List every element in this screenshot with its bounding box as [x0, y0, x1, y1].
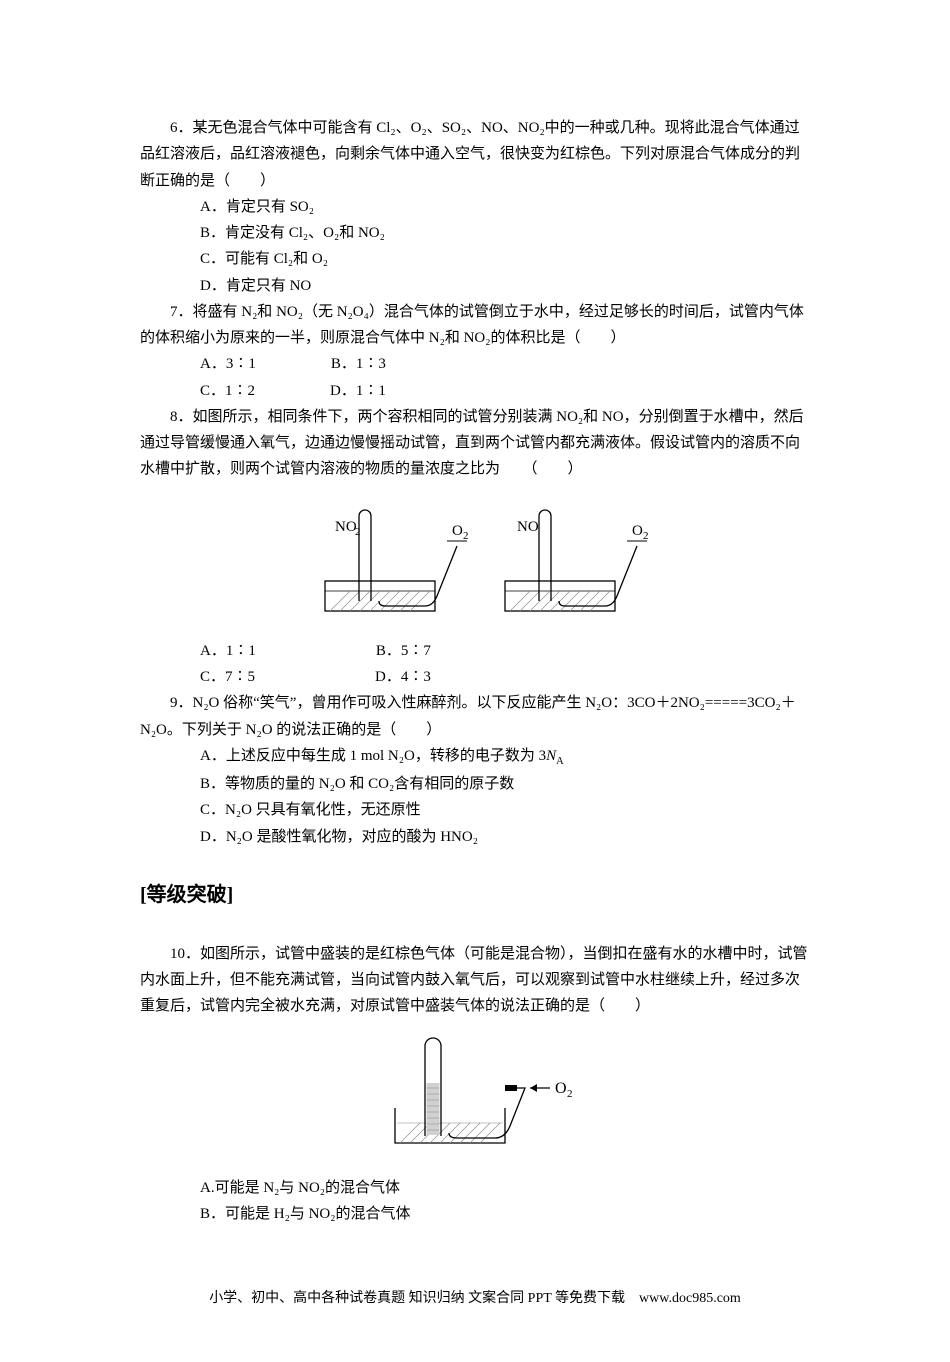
q9-opt-b: B．等物质的量的 N₂O 和 CO₂含有相同的原子数: [170, 771, 810, 797]
q8-opt-c: C．7∶5: [200, 669, 255, 685]
q8-opt-a: A．1∶1: [200, 643, 256, 659]
q10-fig-o2: O: [555, 1080, 567, 1097]
q6-opt-d: D．肯定只有 NO: [170, 273, 810, 299]
q8-fig-right-label: NO: [517, 519, 539, 535]
q8-fig-left-label-sub: 2: [355, 526, 361, 538]
q8-fig-o2-left-sub: 2: [463, 530, 469, 542]
q8-opt-b: B．5∶7: [376, 643, 431, 659]
q7-row1: A．3∶1 B．1∶3: [170, 351, 810, 377]
q7-opt-b: B．1∶3: [331, 356, 386, 372]
q10-opt-b: B．可能是 H₂与 NO₂的混合气体: [170, 1201, 810, 1227]
q6-opt-c: C．可能有 Cl₂和 O₂: [170, 246, 810, 272]
section-heading: [等级突破]: [140, 878, 810, 913]
q6-opt-b: B．肯定没有 Cl₂、O₂和 NO₂: [170, 220, 810, 246]
q8-fig-o2-left: O: [452, 523, 463, 539]
q7-opt-d: D．1∶1: [330, 383, 386, 399]
q6-opt-a: A．肯定只有 SO₂: [170, 194, 810, 220]
q9-opt-c: C．N₂O 只具有氧化性，无还原性: [170, 797, 810, 823]
q8-fig-o2-right: O: [632, 523, 643, 539]
q9-stem: 9．N₂O 俗称“笑气”，曾用作可吸入性麻醉剂。以下反应能产生 N₂O：3CO＋…: [140, 690, 810, 743]
q8-figure: NO 2 O 2 NO: [140, 491, 810, 630]
q8-row1: A．1∶1 B．5∶7: [170, 638, 810, 664]
q10-fig-o2-sub: 2: [567, 1088, 573, 1100]
q8-fig-left-label: NO: [335, 519, 357, 535]
q10-stem: 10．如图所示，试管中盛装的是红棕色气体（可能是混合物），当倒扣在盛有水的水槽中…: [140, 941, 810, 1020]
q6-stem: 6．某无色混合气体中可能含有 Cl₂、O₂、SO₂、NO、NO₂中的一种或几种。…: [140, 115, 810, 194]
q8-stem: 8．如图所示，相同条件下，两个容积相同的试管分别装满 NO₂和 NO，分别倒置于…: [140, 404, 810, 483]
q8-fig-o2-right-sub: 2: [643, 530, 649, 542]
q7-stem: 7．将盛有 N₂和 NO₂（无 N₂O₄）混合气体的试管倒立于水中，经过足够长的…: [140, 299, 810, 352]
q8-opt-d: D．4∶3: [375, 669, 431, 685]
q9-opt-a: A．上述反应中每生成 1 mol N₂O，转移的电子数为 3NA: [170, 743, 810, 771]
q10-opt-a: A.可能是 N₂与 NO₂的混合气体: [170, 1175, 810, 1201]
q7-row2: C．1∶2 D．1∶1: [170, 378, 810, 404]
q9-opt-d: D．N₂O 是酸性氧化物，对应的酸为 HNO₂: [170, 824, 810, 850]
q7-opt-c: C．1∶2: [200, 383, 255, 399]
page-footer: 小学、初中、高中各种试卷真题 知识归纳 文案合同 PPT 等免费下载 www.d…: [140, 1287, 810, 1312]
q7-opt-a: A．3∶1: [200, 356, 256, 372]
q8-row2: C．7∶5 D．4∶3: [170, 664, 810, 690]
q10-figure: O 2: [140, 1028, 810, 1167]
